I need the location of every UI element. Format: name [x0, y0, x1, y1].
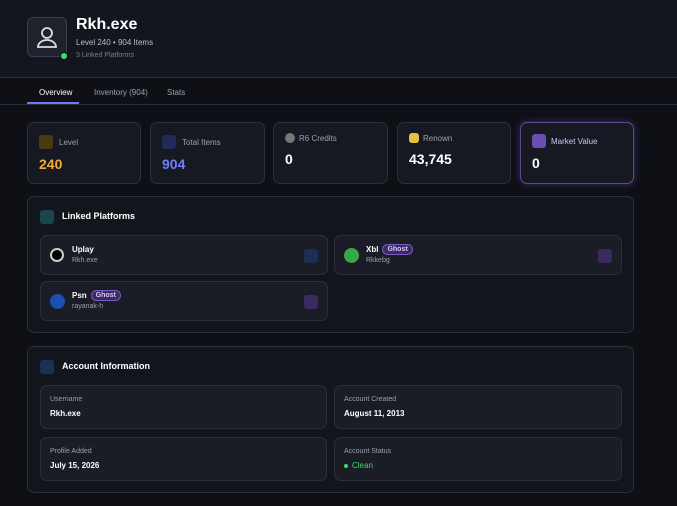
field-label: Username: [50, 396, 83, 403]
profile-note: 3 Linked Platforms: [76, 52, 134, 59]
platform-icon: [50, 248, 64, 262]
stat-label: R6 Credits: [299, 134, 337, 143]
platform-user: rayanak-h: [72, 303, 104, 310]
section-icon: [40, 210, 54, 224]
external-link[interactable]: [598, 249, 612, 263]
stat-label: Market Value: [551, 137, 598, 146]
platform-name: Xbl Ghost: [366, 244, 413, 255]
field-card: Username Rkh.exe: [40, 385, 327, 429]
stat-icon: [162, 135, 176, 149]
field-label: Account Created: [344, 396, 397, 403]
profile-name: Rkh.exe: [76, 16, 138, 33]
field-card: Account Status Clean: [334, 437, 622, 481]
field-value: Rkh.exe: [50, 409, 81, 418]
platform-icon: [50, 294, 65, 309]
field-value: August 11, 2013: [344, 409, 405, 418]
header: [0, 0, 677, 78]
platform-name: Psn Ghost: [72, 290, 121, 301]
stat-icon: [532, 134, 546, 148]
platform-user: Rkh.exe: [72, 257, 98, 264]
section-icon: [40, 360, 54, 374]
avatar: [27, 17, 67, 57]
external-link[interactable]: [304, 295, 318, 309]
stat-icon: [409, 133, 419, 143]
tab-underline: [27, 102, 79, 104]
field-value: Clean: [352, 461, 373, 470]
stat-value: 904: [162, 156, 186, 172]
ghost-badge: Ghost: [382, 244, 413, 255]
stat-card: Renown 43,745: [397, 122, 511, 184]
field-value: July 15, 2026: [50, 461, 100, 470]
platform-user: Rkkebg: [366, 257, 390, 264]
tab[interactable]: Inventory (904): [94, 88, 148, 97]
field-card: Account Created August 11, 2013: [334, 385, 622, 429]
field-label: Profile Added: [50, 448, 92, 455]
stat-card: Market Value 0: [520, 122, 634, 184]
linked-panel: Linked Platforms Uplay Rkh.exe Xbl Ghost …: [27, 196, 634, 333]
stat-value: 43,745: [409, 151, 452, 167]
stat-label: Renown: [423, 134, 453, 143]
platform-name-text: Xbl: [366, 245, 379, 254]
platform-card: Psn Ghost rayanak-h: [40, 281, 328, 321]
stat-icon: [285, 133, 295, 143]
status-dot: [344, 464, 348, 468]
profile-subtitle: Level 240 • 904 Items: [76, 38, 154, 47]
stat-value: 240: [39, 156, 63, 172]
stat-label: Total Items: [182, 138, 221, 147]
stat-label: Level: [59, 138, 79, 147]
online-dot: [60, 52, 68, 60]
stat-value: 0: [532, 155, 540, 171]
section-title: Linked Platforms: [62, 211, 136, 221]
field-card: Profile Added July 15, 2026: [40, 437, 327, 481]
tab-border: [0, 104, 677, 105]
platform-name: Uplay: [72, 245, 94, 254]
tab[interactable]: Overview: [39, 88, 73, 97]
tab[interactable]: Stats: [167, 88, 186, 97]
platform-card: Uplay Rkh.exe: [40, 235, 328, 275]
stat-icon: [39, 135, 53, 149]
section-title: Account Information: [62, 361, 150, 371]
avatar-icon: [37, 27, 57, 48]
field-label: Account Status: [344, 448, 392, 455]
stat-card: Total Items 904: [150, 122, 265, 184]
ghost-badge: Ghost: [90, 290, 121, 301]
platform-card: Xbl Ghost Rkkebg: [334, 235, 622, 275]
platform-name-text: Psn: [72, 291, 87, 300]
account-panel: Account Information Username Rkh.exe Acc…: [27, 346, 634, 493]
platform-icon: [344, 248, 359, 263]
stat-card: Level 240: [27, 122, 141, 184]
external-link[interactable]: [304, 249, 318, 263]
stat-card: R6 Credits 0: [273, 122, 388, 184]
stat-value: 0: [285, 151, 293, 167]
